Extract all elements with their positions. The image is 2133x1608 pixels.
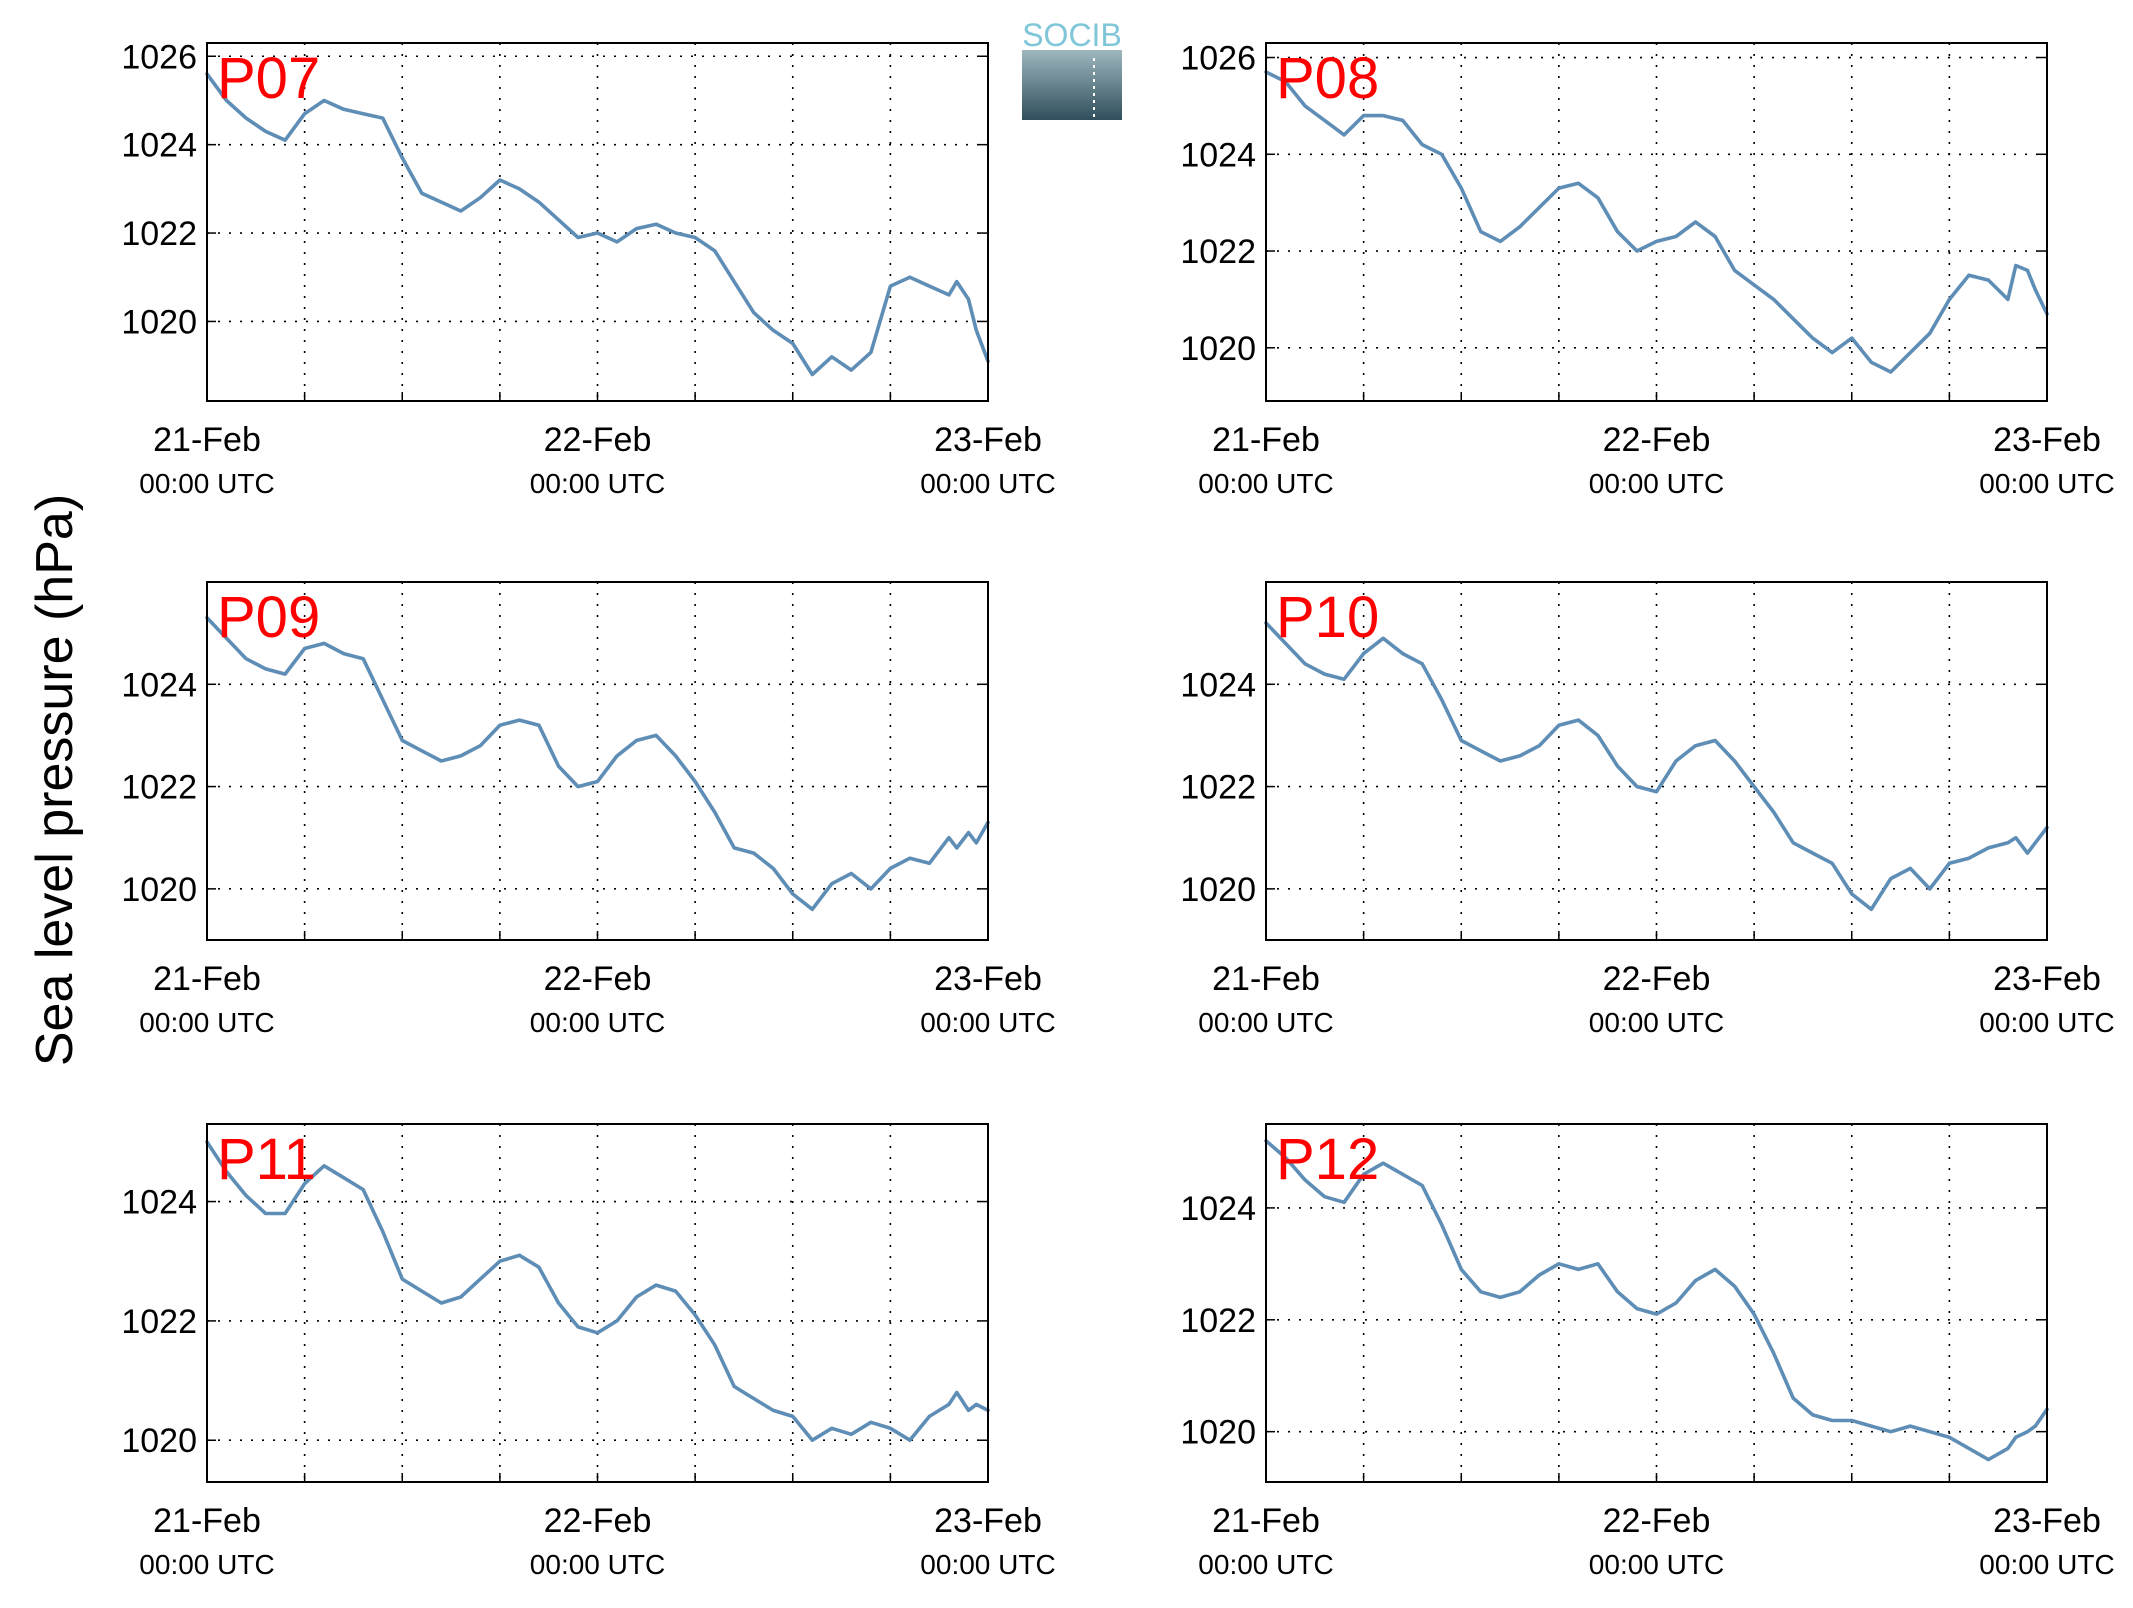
x-tick-label: 22-Feb [544, 960, 652, 998]
x-tick-label: 21-Feb [1212, 421, 1320, 459]
y-tick-label: 1020 [1180, 871, 1256, 909]
panel-label: P12 [1276, 1127, 1379, 1192]
x-tick-label: 22-Feb [544, 421, 652, 459]
axes-frame [206, 42, 989, 402]
x-tick-sublabel: 00:00 UTC [1198, 468, 1333, 499]
y-tick-label: 1022 [1180, 233, 1256, 271]
x-tick-label: 23-Feb [934, 1502, 1042, 1540]
x-tick-label: 21-Feb [1212, 960, 1320, 998]
x-tick-label: 23-Feb [1993, 960, 2101, 998]
x-tick-label: 21-Feb [153, 421, 261, 459]
x-tick-label: 21-Feb [153, 960, 261, 998]
axes-frame [206, 1123, 989, 1483]
x-tick-label: 23-Feb [934, 960, 1042, 998]
y-tick-label: 1022 [1180, 769, 1256, 807]
x-tick-sublabel: 00:00 UTC [139, 468, 274, 499]
y-tick-label: 1024 [1180, 136, 1256, 174]
x-tick-sublabel: 00:00 UTC [1198, 1549, 1333, 1580]
x-tick-sublabel: 00:00 UTC [920, 1549, 1055, 1580]
series-line [205, 615, 990, 912]
x-tick-label: 22-Feb [1603, 960, 1711, 998]
y-tick-label: 1020 [121, 1422, 197, 1460]
y-tick-label: 1020 [1180, 330, 1256, 368]
panel-label: P11 [217, 1127, 316, 1192]
chart-panel-p09: 1020 1022 1024 21-Feb 00:00 UTC 22-Feb 00:00 U… [121, 581, 1056, 1038]
x-tick-sublabel: 00:00 UTC [1589, 1007, 1724, 1038]
chart-panel-p12: 1020 1022 1024 21-Feb 00:00 UTC 22-Feb 00:00 U… [1180, 1123, 2115, 1580]
y-tick-label: 1026 [121, 38, 197, 76]
series-line [205, 72, 990, 377]
x-tick-label: 22-Feb [1603, 421, 1711, 459]
x-tick-sublabel: 00:00 UTC [1979, 1549, 2114, 1580]
logo-text: SOCIB [1022, 17, 1122, 53]
series-line [1264, 70, 2049, 374]
x-tick-sublabel: 00:00 UTC [1589, 468, 1724, 499]
x-tick-label: 21-Feb [153, 1502, 261, 1540]
panel-label: P10 [1276, 585, 1379, 650]
x-tick-sublabel: 00:00 UTC [920, 1007, 1055, 1038]
y-tick-label: 1024 [121, 666, 197, 704]
axes-frame [1265, 1123, 2048, 1483]
y-tick-label: 1022 [121, 1303, 197, 1341]
panel-label: P09 [217, 585, 320, 650]
y-tick-label: 1024 [1180, 666, 1256, 704]
chart-panel-p11: 1020 1022 1024 21-Feb 00:00 UTC 22-Feb 00:00 U… [121, 1123, 1056, 1580]
axes-frame [206, 581, 989, 941]
x-tick-sublabel: 00:00 UTC [530, 1549, 665, 1580]
y-tick-label: 1020 [121, 303, 197, 341]
x-tick-sublabel: 00:00 UTC [139, 1549, 274, 1580]
y-tick-label: 1024 [121, 1184, 197, 1222]
x-tick-label: 22-Feb [544, 1502, 652, 1540]
panel-label: P08 [1276, 46, 1379, 111]
x-tick-label: 23-Feb [1993, 421, 2101, 459]
y-tick-label: 1022 [1180, 1302, 1256, 1340]
x-tick-sublabel: 00:00 UTC [1979, 1007, 2114, 1038]
x-tick-label: 21-Feb [1212, 1502, 1320, 1540]
x-tick-label: 22-Feb [1603, 1502, 1711, 1540]
axes-frame [1265, 42, 2048, 402]
y-tick-label: 1024 [121, 127, 197, 165]
y-axis-label: Sea level pressure (hPa) [26, 494, 84, 1066]
x-tick-label: 23-Feb [934, 421, 1042, 459]
x-tick-sublabel: 00:00 UTC [1589, 1549, 1724, 1580]
chart-panel-p08: 1020 1022 1024 1026 21-Feb 00:00 UTC 22-Feb 00:… [1180, 40, 2114, 499]
y-tick-label: 1020 [121, 871, 197, 909]
y-tick-label: 1022 [121, 215, 197, 253]
x-tick-sublabel: 00:00 UTC [1198, 1007, 1333, 1038]
socib-logo: SOCIB [1022, 17, 1122, 120]
axes-frame [1265, 581, 2048, 941]
series-line [1264, 1139, 2049, 1462]
x-tick-sublabel: 00:00 UTC [1979, 468, 2114, 499]
y-tick-label: 1026 [1180, 40, 1256, 78]
x-tick-sublabel: 00:00 UTC [139, 1007, 274, 1038]
y-tick-label: 1022 [121, 769, 197, 807]
chart-panel-p07: 1020 1022 1024 1026 21-Feb 00:00 UTC 22-Feb 00:… [121, 38, 1055, 499]
x-tick-sublabel: 00:00 UTC [920, 468, 1055, 499]
y-tick-label: 1020 [1180, 1414, 1256, 1452]
x-tick-sublabel: 00:00 UTC [530, 468, 665, 499]
y-tick-label: 1024 [1180, 1190, 1256, 1228]
series-line [1264, 621, 2049, 912]
x-tick-sublabel: 00:00 UTC [530, 1007, 665, 1038]
panel-label: P07 [217, 46, 320, 111]
series-line [205, 1140, 990, 1442]
chart-panel-p10: 1020 1022 1024 21-Feb 00:00 UTC 22-Feb 00:00 U… [1180, 581, 2115, 1038]
x-tick-label: 23-Feb [1993, 1502, 2101, 1540]
